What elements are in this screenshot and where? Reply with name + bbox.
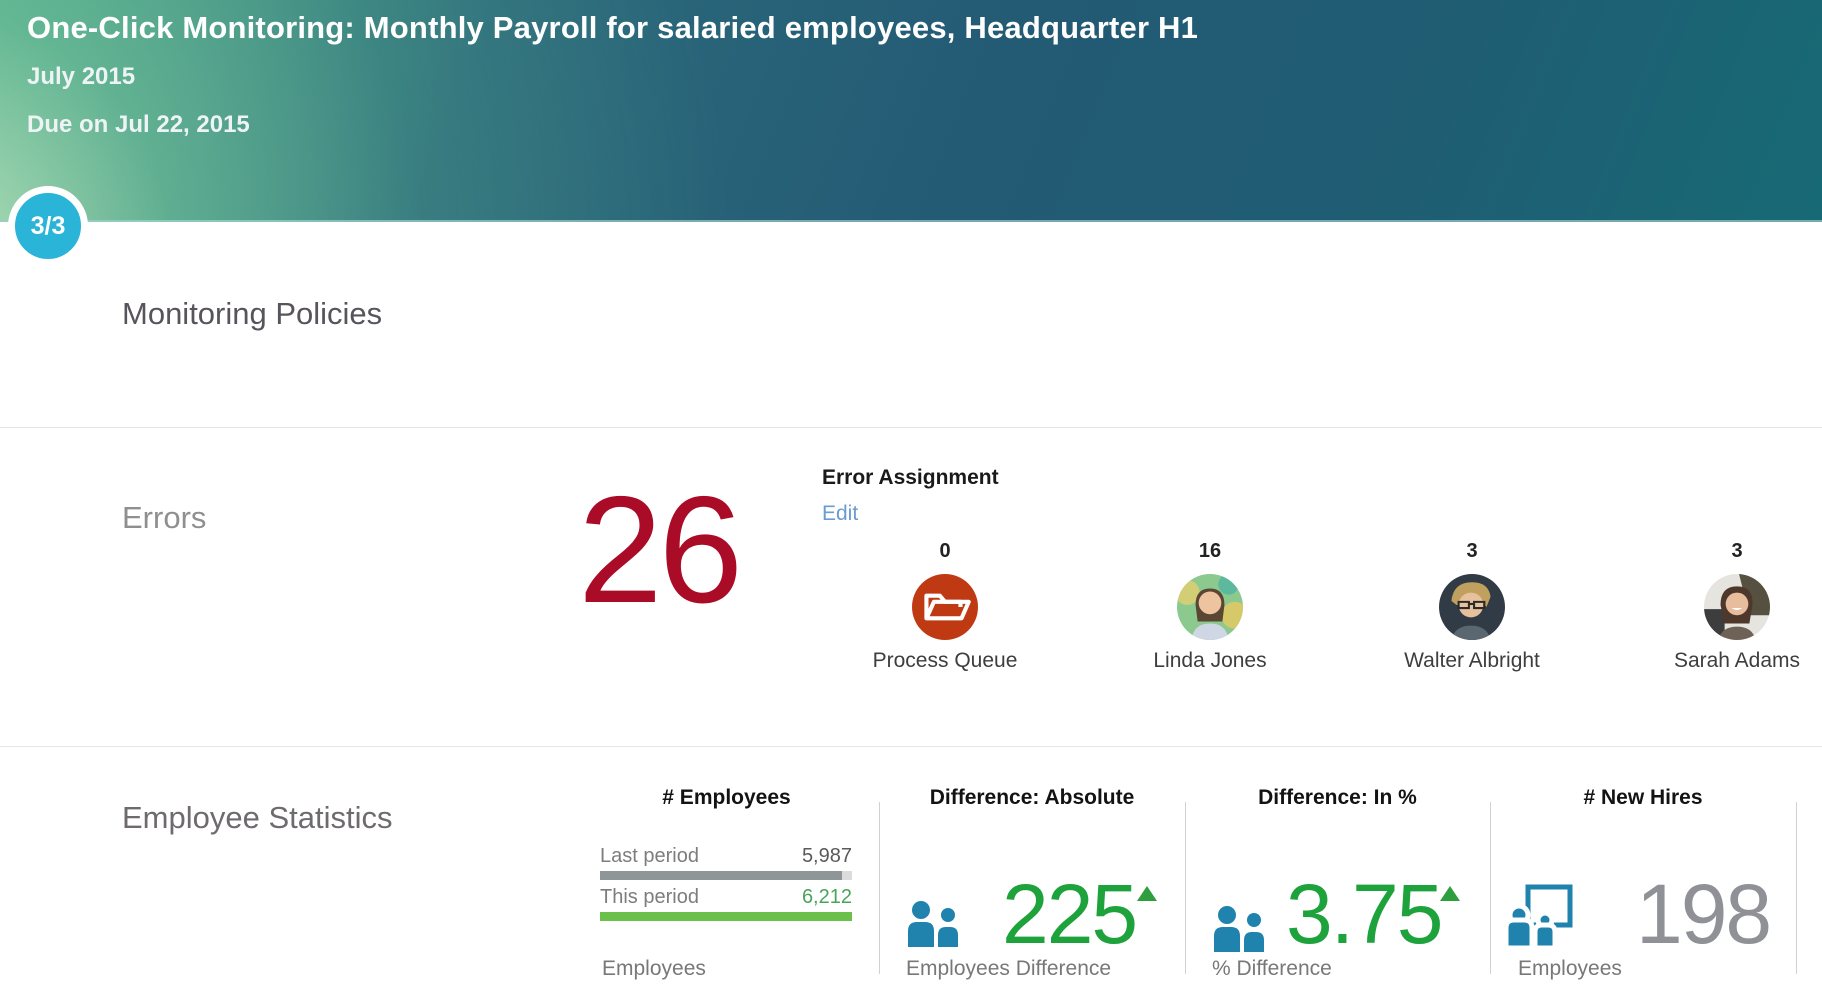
- assignee-name: Sarah Adams: [1673, 649, 1801, 672]
- stats-footer-label: Employees Difference: [906, 957, 1112, 980]
- column-divider: [1490, 802, 1491, 974]
- trend-up-icon: [1440, 886, 1460, 901]
- due-date: Due on Jul 22, 2015: [27, 111, 250, 138]
- this-period-bar: [600, 912, 852, 921]
- comparison-row-label: This period: [600, 886, 699, 908]
- section-divider: [0, 746, 1822, 747]
- new-hires-badge-icon: [1503, 882, 1574, 953]
- assignee-error-count: 3: [1731, 540, 1743, 562]
- stats-col-header-employees: # Employees: [662, 786, 791, 809]
- stats-col-header-new-hires: # New Hires: [1583, 786, 1703, 809]
- comparison-row-value: 6,212: [801, 886, 852, 908]
- assignee-name: Walter Albright: [1404, 649, 1540, 672]
- comparison-row-label: Last period: [600, 845, 699, 867]
- assignee-error-count: 3: [1466, 540, 1478, 562]
- avatar-walter-albright: [1439, 574, 1505, 640]
- employee-statistics-heading: Employee Statistics: [122, 800, 393, 835]
- trend-up-icon: [1137, 886, 1157, 901]
- error-assignment-title: Error Assignment: [822, 466, 999, 489]
- page-header: One-Click Monitoring: Monthly Payroll fo…: [0, 0, 1822, 222]
- assignee-tile-walter-albright[interactable]: 3 Walter Albright: [1352, 540, 1592, 673]
- monitoring-policies-heading: Monitoring Policies: [122, 296, 383, 331]
- stats-col-header-diff-percent: Difference: In %: [1258, 786, 1417, 809]
- stats-footer-label: Employees: [602, 957, 706, 980]
- open-folder-icon: [912, 574, 978, 640]
- step-progress-badge[interactable]: 3/3: [8, 186, 88, 266]
- errors-section-label: Errors: [122, 500, 207, 535]
- assignee-name: Linda Jones: [1153, 649, 1267, 672]
- avatar-sarah-adams: [1704, 574, 1770, 640]
- employees-pair-icon: [1212, 904, 1268, 957]
- page-title: One-Click Monitoring: Monthly Payroll fo…: [27, 10, 1199, 45]
- section-divider: [0, 427, 1822, 428]
- new-hires-value: 198: [1636, 867, 1772, 961]
- assignee-tile-process-queue[interactable]: 0 Process Queue: [825, 540, 1065, 673]
- error-assignment-edit-link[interactable]: Edit: [822, 502, 859, 525]
- errors-count: 26: [578, 465, 743, 635]
- assignee-name: Process Queue: [872, 649, 1018, 672]
- assignee-error-count: 0: [939, 540, 951, 562]
- payroll-period: July 2015: [27, 63, 136, 90]
- stats-col-header-diff-absolute: Difference: Absolute: [929, 786, 1135, 809]
- column-divider: [879, 802, 880, 974]
- employees-comparison-chart: Last period 5,987 This period 6,212: [600, 845, 852, 927]
- employees-pair-icon: [906, 899, 962, 952]
- diff-absolute-value: 225: [1002, 867, 1138, 961]
- column-divider: [1185, 802, 1186, 974]
- assignee-error-count: 16: [1198, 540, 1222, 562]
- diff-percent-value: 3.75: [1286, 867, 1443, 961]
- stats-footer-label: % Difference: [1212, 957, 1332, 980]
- avatar-linda-jones: [1177, 574, 1243, 640]
- assignee-tile-linda-jones[interactable]: 16 Linda Jones: [1090, 540, 1330, 673]
- column-divider: [1796, 802, 1797, 974]
- comparison-row-value: 5,987: [801, 845, 852, 867]
- last-period-bar: [600, 871, 852, 880]
- stats-footer-label: Employees: [1518, 957, 1622, 980]
- assignee-tile-sarah-adams[interactable]: 3 Sarah Adams: [1617, 540, 1822, 673]
